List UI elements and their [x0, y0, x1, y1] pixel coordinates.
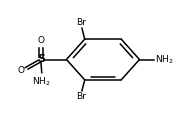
Text: Br: Br [76, 92, 86, 102]
Text: NH$_2$: NH$_2$ [155, 53, 174, 66]
Text: O: O [18, 66, 25, 75]
Text: NH$_2$: NH$_2$ [32, 75, 51, 88]
Text: O: O [37, 36, 44, 45]
Text: S: S [37, 55, 45, 64]
Text: Br: Br [76, 17, 86, 27]
